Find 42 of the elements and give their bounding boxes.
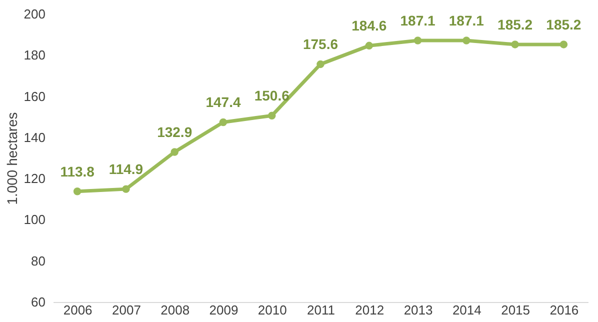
x-tick-label: 2012 <box>355 302 384 318</box>
y-axis-title: 1.000 hectares <box>4 112 20 205</box>
x-tick-label: 2016 <box>550 302 579 318</box>
data-label: 184.6 <box>352 18 387 34</box>
point <box>414 36 422 44</box>
data-label: 175.6 <box>302 36 338 52</box>
x-tick-label: 2014 <box>452 302 482 318</box>
point <box>73 187 82 196</box>
y-tick-label: 60 <box>31 294 46 310</box>
point <box>365 42 374 50</box>
point <box>316 60 324 68</box>
x-tick-label: 2006 <box>63 302 92 318</box>
y-tick-label: 160 <box>24 88 46 104</box>
x-tick-label: 2007 <box>112 302 141 318</box>
point <box>511 40 519 48</box>
x-tick-label: 2008 <box>160 302 190 318</box>
y-tick-label: 100 <box>24 212 46 228</box>
data-label: 187.1 <box>448 12 484 29</box>
x-tick-label: 2015 <box>501 302 530 318</box>
x-tick-label: 2013 <box>404 302 433 318</box>
point <box>170 148 178 156</box>
x-tick-label: 2010 <box>258 302 287 318</box>
data-label: 147.4 <box>206 94 241 110</box>
data-label: 113.8 <box>60 163 95 180</box>
data-label: 114.9 <box>108 161 144 178</box>
y-tick-label: 140 <box>24 130 46 145</box>
point <box>462 36 470 44</box>
point <box>268 112 276 120</box>
y-tick-label: 180 <box>24 48 46 63</box>
data-label: 150.6 <box>254 88 290 104</box>
y-tick-label: 200 <box>24 6 46 22</box>
data-label: 185.2 <box>498 16 533 32</box>
y-tick-label: 120 <box>24 171 46 186</box>
x-tick-label: 2011 <box>307 302 335 318</box>
data-label: 185.2 <box>546 16 582 32</box>
x-tick-label: 2009 <box>209 302 238 318</box>
data-label: 132.9 <box>157 124 192 140</box>
point <box>219 118 228 126</box>
point <box>560 40 568 48</box>
point <box>122 185 130 193</box>
data-label: 187.1 <box>400 12 436 29</box>
y-tick-label: 80 <box>31 253 46 268</box>
